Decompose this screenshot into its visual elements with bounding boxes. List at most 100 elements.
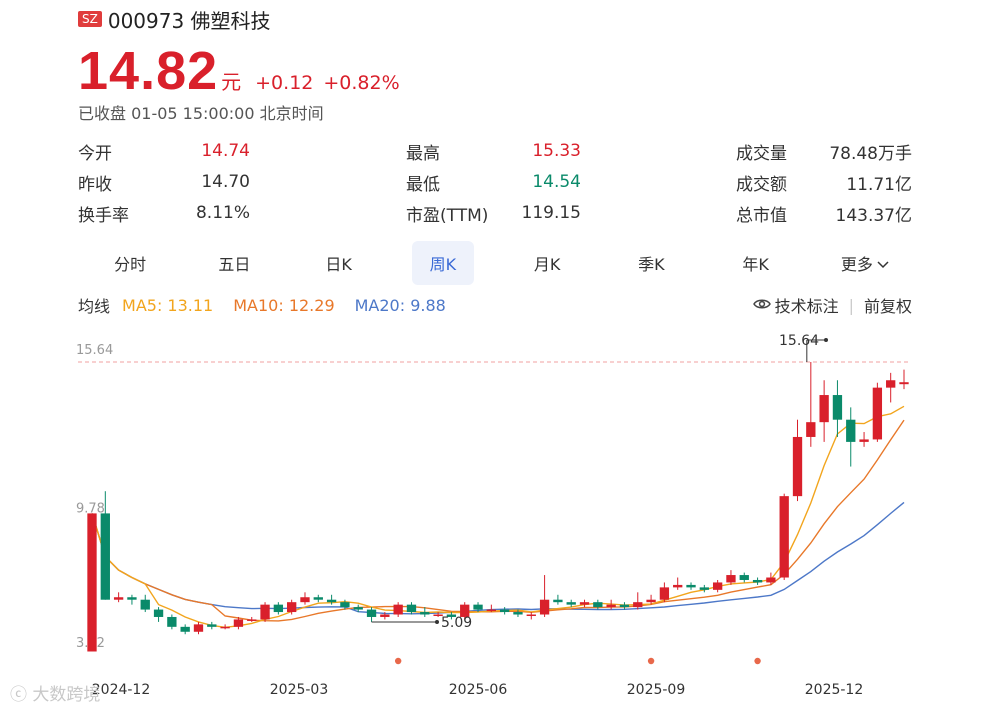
- candle-body: [87, 513, 97, 652]
- tab-period[interactable]: 月K: [495, 243, 599, 283]
- candle-body: [739, 575, 749, 580]
- candle-body: [313, 597, 323, 600]
- candle-body: [673, 584, 683, 588]
- tab-period[interactable]: 年K: [704, 243, 808, 283]
- last-price: 14.82: [78, 41, 219, 101]
- y-tick-label: 9.78: [76, 502, 105, 517]
- candle-body: [752, 579, 763, 583]
- indicator-toggle[interactable]: 技术标注: [774, 297, 839, 316]
- candle-body: [340, 602, 350, 608]
- x-tick-label: 2025-09: [627, 682, 686, 698]
- tab-label: 月K: [533, 255, 561, 274]
- candle-body: [779, 496, 789, 578]
- price-row: 14.82 元 +0.12 +0.82%: [78, 40, 410, 101]
- candle-body: [606, 604, 616, 608]
- candle-body: [712, 582, 723, 590]
- eye-icon[interactable]: [752, 296, 771, 315]
- candle-body: [260, 604, 270, 620]
- chart-controls: 技术标注 | 前复权: [752, 293, 912, 317]
- stat-label: 昨收: [78, 174, 112, 195]
- candle-body: [646, 599, 656, 603]
- candle-body: [872, 387, 883, 440]
- ma-legend: 均线 MA5: 13.11 MA10: 12.29 MA20: 9.88 技术标…: [78, 293, 912, 317]
- price-change-pct: +0.82%: [323, 72, 400, 94]
- chevron-down-icon: [877, 254, 889, 273]
- tab-period[interactable]: 五日: [182, 243, 286, 283]
- candle-body: [127, 597, 137, 600]
- period-tabs: 分时 五日 日K 周K 月K 季K 年K 更多: [78, 241, 912, 285]
- stat-label: 总市值: [736, 205, 787, 226]
- tab-label: 年K: [742, 255, 769, 274]
- stat-value: 11.71亿: [846, 174, 912, 195]
- candle-body: [832, 395, 843, 420]
- stat-label: 换手率: [78, 205, 129, 226]
- candle-body: [433, 614, 443, 617]
- candle-body: [380, 614, 390, 617]
- x-tick-label: 2025-03: [270, 682, 329, 698]
- ma20-line: [91, 501, 905, 615]
- stat-label: 最高: [406, 143, 440, 164]
- market-status: 已收盘 01-05 15:00:00 北京时间: [78, 104, 324, 123]
- stat-value: 119.15: [521, 203, 581, 223]
- candle-body: [579, 602, 590, 605]
- candle-body: [513, 612, 523, 615]
- ma-label: 均线: [78, 297, 111, 316]
- candle-body: [539, 599, 550, 615]
- candle-body: [153, 609, 164, 617]
- ma5-value: MA5: 13.11: [122, 295, 214, 315]
- watermark: ⓒ 大数跨境: [10, 680, 100, 705]
- candle-body: [273, 604, 284, 613]
- watermark-text: 大数跨境: [32, 685, 101, 705]
- quote-stats: 今开 14.74 最高 15.33 成交量 78.48万手 昨收 14.70 最低 14.54 成交…: [78, 136, 912, 231]
- market-badge: SZ: [78, 11, 102, 27]
- candle-body: [566, 602, 576, 605]
- candle-body: [699, 587, 709, 590]
- tab-period[interactable]: 更多: [808, 243, 912, 283]
- stat-value: 14.74: [201, 141, 250, 161]
- candle-body: [366, 609, 377, 617]
- stat-item: 成交量 78.48万手: [736, 136, 912, 166]
- stat-item: 最低 14.54: [406, 167, 581, 197]
- candle-body: [393, 604, 403, 615]
- ma20-value: MA20: 9.88: [354, 295, 446, 315]
- candle-body: [473, 604, 483, 610]
- stat-item: 最高 15.33: [406, 136, 581, 166]
- candle-body: [353, 607, 363, 610]
- tab-period[interactable]: 季K: [599, 243, 703, 283]
- event-marker: [647, 657, 655, 665]
- candle-body: [659, 587, 670, 600]
- candle-body: [619, 604, 630, 608]
- tab-label: 分时: [114, 255, 147, 274]
- ma10-value: MA10: 12.29: [233, 295, 335, 315]
- tab-period[interactable]: 分时: [78, 243, 182, 283]
- tab-period[interactable]: 周K: [391, 241, 495, 285]
- tab-label: 日K: [325, 255, 352, 274]
- candle-body: [100, 513, 110, 600]
- tab-period[interactable]: 日K: [287, 243, 391, 283]
- candle-body: [406, 604, 417, 613]
- candle-body: [766, 577, 776, 583]
- candle-body: [287, 602, 297, 613]
- candle-body: [300, 597, 310, 603]
- stat-item: 市盈(TTM) 119.15: [406, 198, 581, 228]
- stat-value: 78.48万手: [829, 143, 912, 164]
- candle-body: [806, 422, 816, 437]
- candle-body: [420, 612, 430, 615]
- candle-body: [247, 619, 257, 621]
- kline-chart[interactable]: 15.649.783.9215.645.092024-122025-032025…: [0, 318, 986, 711]
- adjust-toggle[interactable]: 前复权: [863, 297, 912, 316]
- stat-value: 8.11%: [195, 203, 250, 223]
- stat-label: 最低: [406, 174, 440, 195]
- candle-body: [526, 614, 536, 617]
- x-tick-label: 2025-06: [449, 682, 508, 698]
- stat-item: 换手率 8.11%: [78, 198, 250, 228]
- event-marker: [394, 657, 402, 665]
- y-tick-label: 15.64: [76, 343, 113, 358]
- tab-label: 更多: [840, 255, 873, 274]
- stock-header: SZ 000973 佛塑科技: [78, 6, 271, 33]
- candle-body: [167, 616, 177, 627]
- candle-body: [326, 599, 337, 603]
- candle-body: [846, 419, 856, 442]
- price-unit: 元: [221, 70, 242, 94]
- candle-body: [113, 597, 124, 600]
